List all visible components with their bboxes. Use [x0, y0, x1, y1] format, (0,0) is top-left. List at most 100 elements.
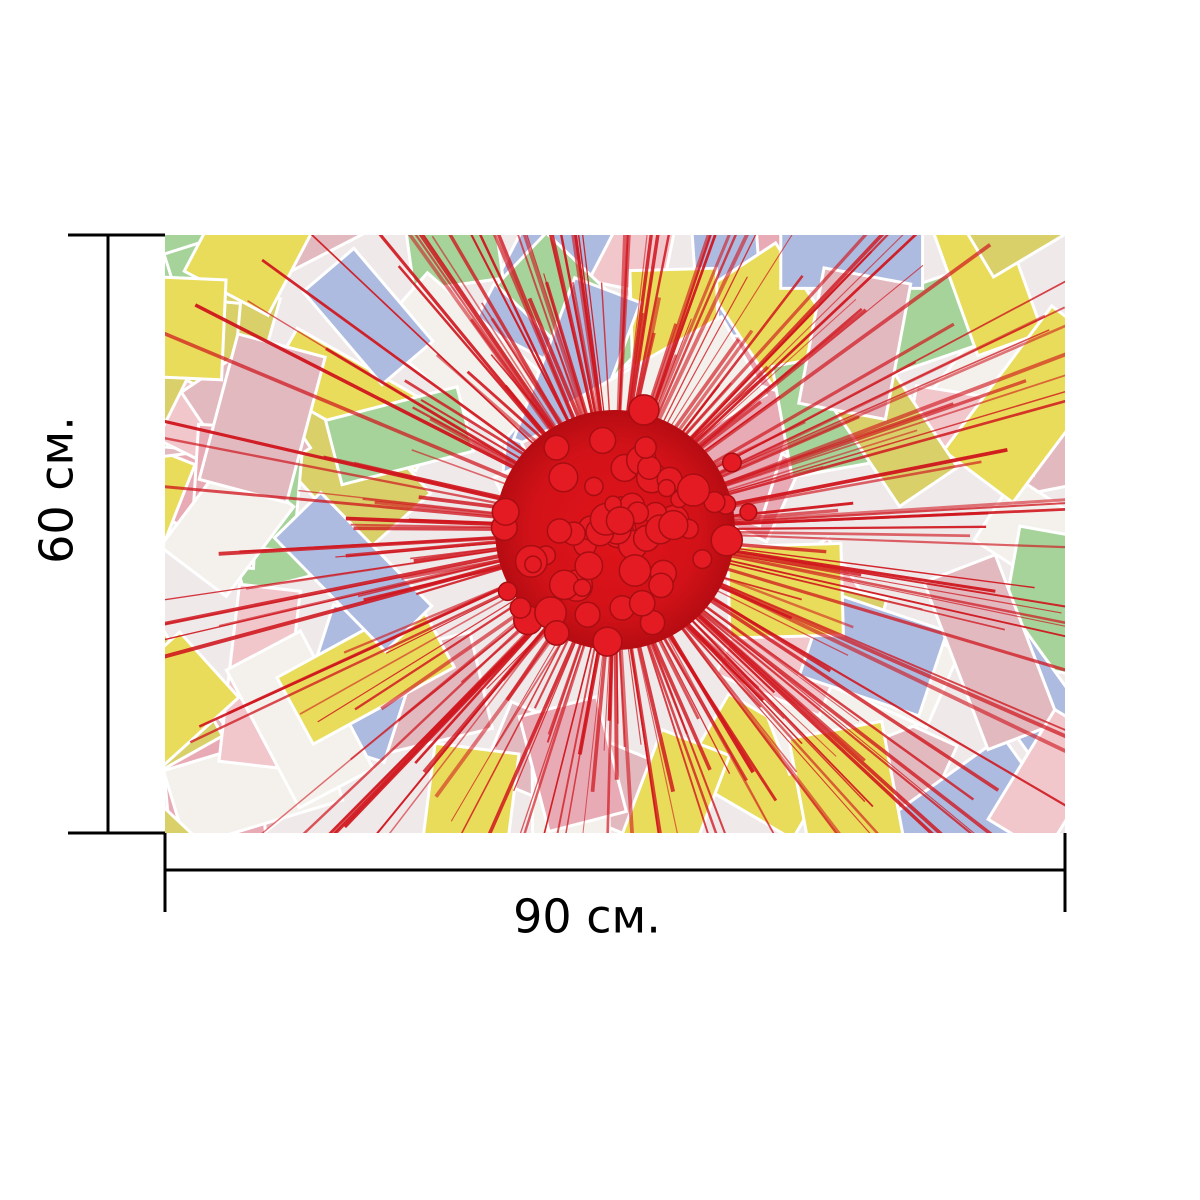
ray	[165, 419, 526, 507]
ray	[724, 511, 989, 526]
ray	[705, 324, 1065, 484]
banknote	[927, 235, 1045, 358]
banknote	[986, 707, 1065, 833]
ray	[659, 235, 793, 444]
ray	[703, 575, 1065, 731]
ray	[606, 597, 615, 833]
ray	[682, 596, 973, 833]
ray	[479, 235, 592, 469]
spike	[721, 452, 742, 473]
banknote	[396, 235, 505, 293]
ray	[623, 235, 660, 452]
ray	[715, 560, 923, 610]
ray	[431, 235, 581, 464]
ray	[466, 370, 544, 440]
ray	[577, 235, 607, 445]
spike	[658, 509, 689, 541]
ray	[678, 613, 785, 719]
ray	[697, 542, 1035, 589]
ray	[647, 630, 712, 771]
ray	[715, 374, 1065, 491]
spike	[491, 497, 520, 526]
ray	[523, 623, 593, 833]
ray	[556, 615, 603, 833]
ray	[353, 526, 518, 532]
ray	[519, 642, 586, 833]
ray	[690, 322, 955, 478]
spike	[543, 434, 570, 461]
ray	[302, 581, 570, 833]
spike	[648, 572, 674, 599]
ray	[582, 235, 605, 413]
banknote	[165, 753, 228, 833]
ray	[600, 282, 611, 426]
ray	[667, 235, 904, 467]
banknote	[197, 332, 328, 505]
spike	[584, 476, 604, 497]
banknote	[954, 235, 1065, 280]
spike	[592, 626, 623, 657]
ray	[689, 599, 993, 833]
ray	[680, 619, 765, 702]
ray	[712, 555, 1065, 638]
ray	[664, 629, 778, 802]
ray	[684, 546, 1065, 627]
ray	[703, 530, 971, 538]
ray	[711, 402, 954, 489]
ray	[448, 235, 584, 463]
spike	[497, 581, 518, 602]
ray	[617, 628, 634, 833]
ray	[672, 235, 918, 465]
ray	[345, 516, 506, 527]
banknote	[620, 727, 732, 833]
ray	[165, 331, 531, 488]
ray	[624, 235, 653, 423]
ray	[717, 502, 1065, 524]
ray	[165, 555, 523, 641]
ray	[689, 243, 992, 465]
ray	[674, 615, 762, 708]
ray	[720, 533, 1065, 549]
ray	[640, 614, 726, 833]
virus-spikes	[490, 394, 758, 657]
ray	[675, 543, 1065, 625]
ray	[663, 235, 885, 468]
ray	[560, 235, 605, 455]
ray	[571, 235, 609, 465]
ray	[659, 631, 774, 833]
ray	[650, 586, 841, 833]
ray	[638, 235, 757, 472]
spike	[509, 597, 532, 619]
ray	[733, 542, 827, 554]
spike	[628, 589, 656, 617]
ray	[651, 621, 731, 775]
ray	[310, 235, 569, 478]
ray	[420, 399, 538, 470]
ray	[718, 329, 1050, 475]
ray	[165, 542, 556, 626]
ray	[333, 613, 550, 833]
ray	[328, 611, 550, 833]
spike	[676, 473, 711, 507]
ray	[414, 235, 585, 477]
spike	[618, 554, 652, 587]
print-image	[165, 235, 1065, 833]
ray	[526, 235, 587, 419]
spike	[574, 551, 604, 581]
ray	[577, 647, 602, 755]
ray	[667, 570, 1000, 792]
ray	[543, 639, 594, 833]
dimension-lines	[68, 233, 1067, 912]
spike	[546, 518, 573, 544]
spike	[548, 462, 579, 493]
spike	[574, 601, 601, 628]
ray	[517, 235, 593, 447]
ray	[669, 559, 1065, 754]
banknote	[300, 246, 436, 387]
ray	[719, 498, 1065, 524]
ray	[643, 235, 737, 446]
ray	[487, 629, 581, 833]
width-label: 90 см.	[513, 890, 661, 944]
